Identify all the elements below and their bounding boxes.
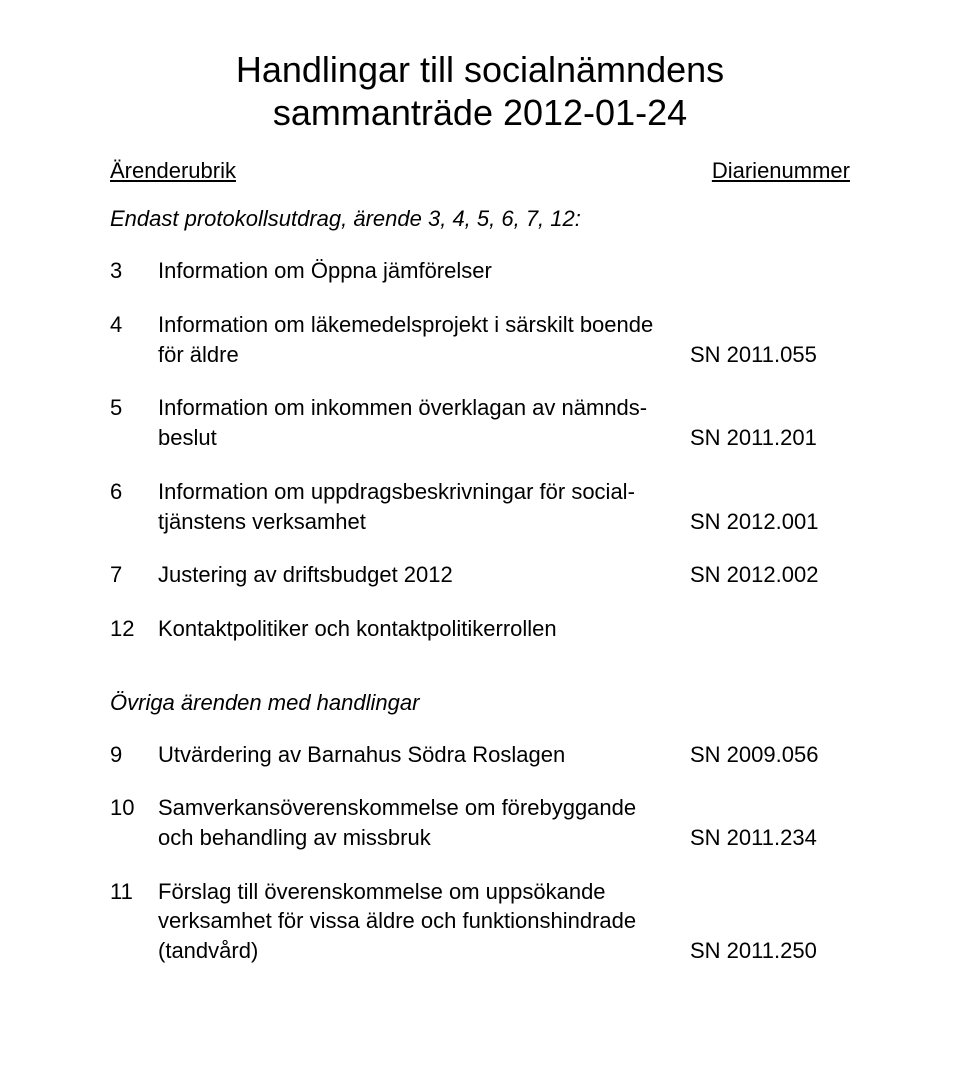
- item-description: Utvärdering av Barnahus Södra Roslagen: [158, 740, 690, 770]
- document-page: Handlingar till socialnämndens sammanträ…: [0, 0, 960, 1067]
- agenda-item: 11 Förslag till överenskommelse om uppsö…: [110, 877, 850, 966]
- item-number: 7: [110, 560, 158, 590]
- item-number: 4: [110, 310, 158, 340]
- item-number: 9: [110, 740, 158, 770]
- item-number: 6: [110, 477, 158, 507]
- agenda-item: 12 Kontaktpolitiker och kontaktpolitiker…: [110, 614, 850, 644]
- item-number: 11: [110, 877, 158, 907]
- title-line-1: Handlingar till socialnämndens: [236, 49, 724, 90]
- item-diarienummer: SN 2011.234: [690, 823, 850, 853]
- agenda-item: 5 Information om inkommen överklagan av …: [110, 393, 850, 452]
- item-description: Justering av driftsbudget 2012: [158, 560, 690, 590]
- agenda-item: 10 Samverkansöverenskommelse om förebygg…: [110, 793, 850, 852]
- agenda-item: 4 Information om läkemedelsprojekt i sär…: [110, 310, 850, 369]
- agenda-item: 9 Utvärdering av Barnahus Södra Roslagen…: [110, 740, 850, 770]
- item-diarienummer: SN 2009.056: [690, 740, 850, 770]
- item-diarienummer: SN 2011.201: [690, 423, 850, 453]
- section-heading: Övriga ärenden med handlingar: [110, 690, 850, 716]
- item-diarienummer: SN 2011.055: [690, 340, 850, 370]
- item-diarienummer: SN 2012.001: [690, 507, 850, 537]
- agenda-item: 6 Information om uppdragsbeskrivningar f…: [110, 477, 850, 536]
- item-description: Information om läkemedelsprojekt i särsk…: [158, 310, 690, 369]
- column-headers: Ärenderubrik Diarienummer: [110, 158, 850, 184]
- item-number: 10: [110, 793, 158, 823]
- item-description: Information om inkommen överklagan av nä…: [158, 393, 690, 452]
- document-title: Handlingar till socialnämndens sammanträ…: [110, 48, 850, 134]
- agenda-item: 3 Information om Öppna jämförelser: [110, 256, 850, 286]
- item-number: 3: [110, 256, 158, 286]
- item-list-2: 9 Utvärdering av Barnahus Södra Roslagen…: [110, 740, 850, 966]
- item-description: Förslag till överenskommelse om uppsökan…: [158, 877, 690, 966]
- item-description: Samverkansöverenskommelse om förebyggand…: [158, 793, 690, 852]
- item-list-1: 3 Information om Öppna jämförelser 4 Inf…: [110, 256, 850, 643]
- item-diarienummer: SN 2011.250: [690, 936, 850, 966]
- item-description: Kontaktpolitiker och kontaktpolitikerrol…: [158, 614, 690, 644]
- header-right: Diarienummer: [712, 158, 850, 184]
- item-description: Information om Öppna jämförelser: [158, 256, 690, 286]
- item-number: 5: [110, 393, 158, 423]
- agenda-item: 7 Justering av driftsbudget 2012 SN 2012…: [110, 560, 850, 590]
- item-diarienummer: SN 2012.002: [690, 560, 850, 590]
- intro-text: Endast protokollsutdrag, ärende 3, 4, 5,…: [110, 206, 850, 232]
- header-left: Ärenderubrik: [110, 158, 236, 184]
- item-description: Information om uppdragsbeskrivningar för…: [158, 477, 690, 536]
- title-line-2: sammanträde 2012-01-24: [273, 92, 687, 133]
- item-number: 12: [110, 614, 158, 644]
